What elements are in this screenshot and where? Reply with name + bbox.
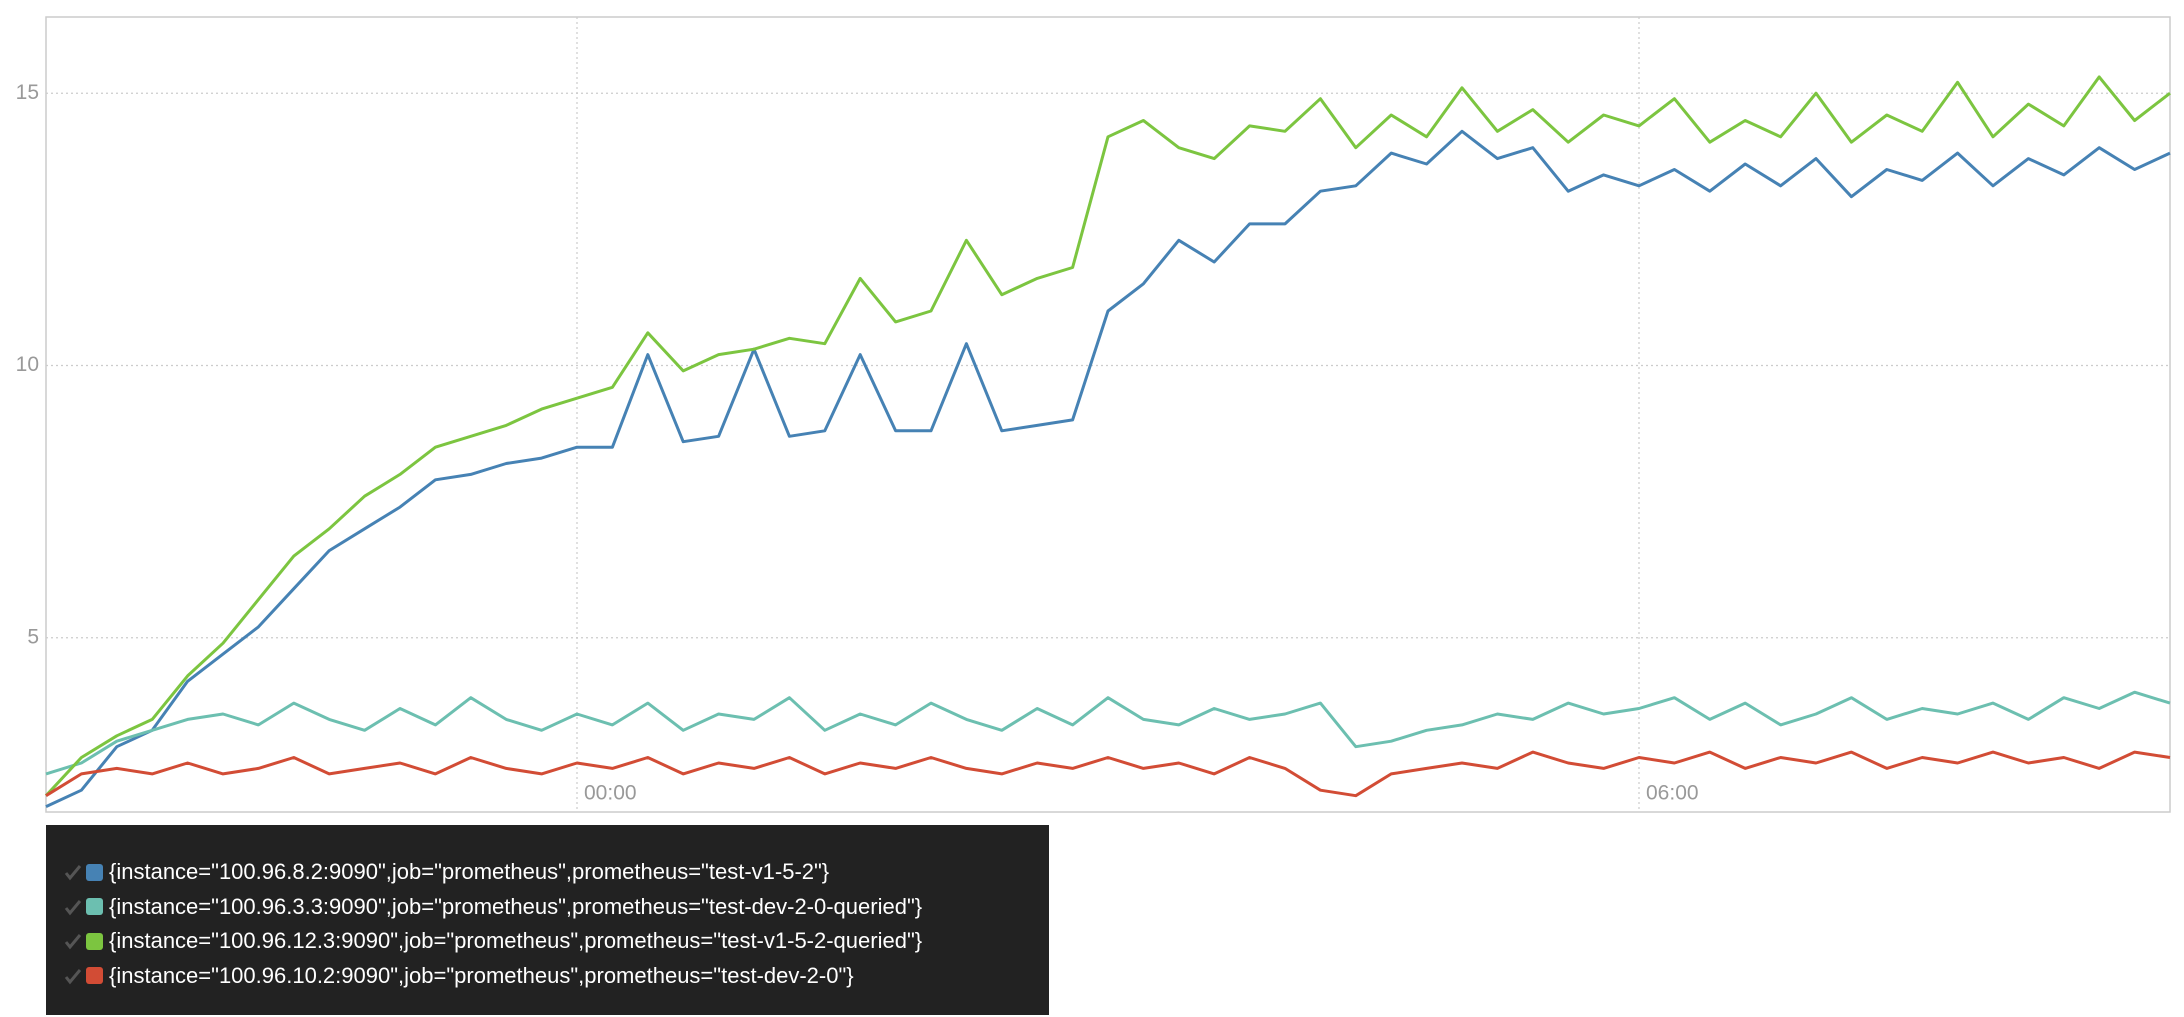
x-tick-label: 06:00	[1646, 782, 1699, 805]
checkmark	[64, 865, 82, 881]
legend-swatch	[86, 967, 103, 985]
series-line	[45, 690, 2171, 776]
legend-label: {instance="100.96.10.2:9090",job="promet…	[109, 962, 854, 988]
checkmark	[64, 968, 82, 985]
checkmark-icon	[64, 899, 82, 916]
legend-item[interactable]: {instance="100.96.10.2:9090",job="promet…	[46, 959, 1049, 994]
legend-item[interactable]: {instance="100.96.8.2:9090",job="prometh…	[46, 855, 1049, 890]
checkmark	[64, 934, 82, 950]
series-line	[45, 129, 2171, 808]
checkmark-icon	[64, 865, 82, 881]
legend: {instance="100.96.8.2:9090",job="prometh…	[46, 825, 1049, 1015]
x-tick-label: 00:00	[584, 782, 637, 805]
legend-label: {instance="100.96.8.2:9090",job="prometh…	[109, 859, 830, 885]
legend-label: {instance="100.96.12.3:9090",job="promet…	[109, 928, 923, 954]
y-tick-label: 5	[27, 625, 39, 648]
legend-swatch	[86, 898, 103, 916]
checkmark	[64, 899, 82, 916]
plot-area	[45, 16, 2171, 813]
legend-swatch	[86, 863, 103, 881]
checkmark-icon	[64, 934, 82, 950]
y-tick-label: 10	[16, 353, 39, 376]
y-tick-label: 15	[16, 81, 39, 104]
legend-label: {instance="100.96.3.3:9090",job="prometh…	[109, 893, 923, 919]
chart: 5 10 15 00:00 06:00	[16, 16, 2171, 813]
checkmark-icon	[64, 968, 82, 985]
series-line	[45, 750, 2171, 798]
legend-swatch	[86, 932, 103, 950]
series-line	[44, 75, 2171, 797]
legend-item[interactable]: {instance="100.96.3.3:9090",job="prometh…	[46, 890, 1049, 925]
legend-item[interactable]: {instance="100.96.12.3:9090",job="promet…	[46, 924, 1049, 959]
